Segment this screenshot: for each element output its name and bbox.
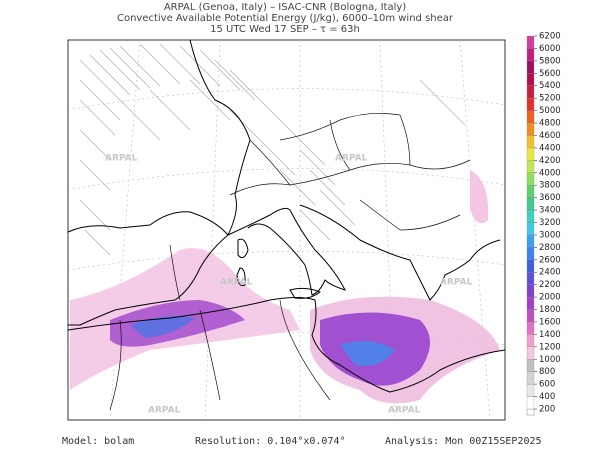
colorbar-swatch: [526, 334, 535, 347]
colorbar-label: 4800: [539, 119, 561, 129]
colorbar-swatch: [526, 122, 535, 136]
colorbar-swatch: [526, 222, 535, 236]
colorbar-swatch: [526, 35, 535, 49]
colorbar-label: 600: [539, 380, 555, 390]
watermark: ARPAL: [335, 154, 368, 164]
colorbar-swatch: [526, 296, 535, 310]
colorbar-label: 4000: [539, 168, 561, 178]
footer-analysis: Analysis: Mon 00Z15SEP2025: [385, 436, 542, 447]
colorbar-swatch: [526, 135, 535, 149]
colorbar-label: 2600: [539, 255, 561, 265]
colorbar-label: 1000: [539, 355, 561, 365]
colorbar-swatch: [526, 209, 535, 223]
footer-resolution: Resolution: 0.104°x0.074°: [195, 436, 346, 447]
colorbar-label: 6000: [539, 44, 561, 54]
colorbar-swatch: [526, 383, 535, 397]
colorbar-label: 3800: [539, 181, 561, 191]
header-line: 15 UTC Wed 17 SEP – τ = 63h: [210, 24, 360, 35]
colorbar-label: 2200: [539, 280, 561, 290]
colorbar-swatch: [526, 172, 535, 186]
colorbar: 200 400 600 800 1000 1200 1400 1600 1800 2000 2200…: [526, 32, 561, 416]
watermark: ARPAL: [220, 278, 253, 288]
colorbar-label: 3600: [539, 193, 561, 203]
colorbar-swatch: [526, 48, 535, 62]
colorbar-swatch: [526, 396, 535, 410]
colorbar-label: 2800: [539, 243, 561, 253]
graticule: [67, 39, 506, 421]
colorbar-swatch: [526, 185, 535, 198]
colorbar-swatch: [526, 259, 535, 273]
colorbar-swatch: [526, 359, 535, 372]
map: ARPAL ARPAL ARPAL ARPAL ARPAL ARPAL: [67, 39, 506, 421]
colorbar-swatch: [526, 247, 535, 260]
colorbar-swatch: [526, 321, 535, 335]
colorbar-swatch: [526, 284, 535, 298]
watermark: ARPAL: [440, 278, 473, 288]
colorbar-label: 4400: [539, 143, 561, 153]
colorbar-swatch: [526, 160, 535, 173]
colorbar-label: 4200: [539, 156, 561, 166]
colorbar-label: 2400: [539, 268, 561, 278]
colorbar-label: 3000: [539, 230, 561, 240]
watermark: ARPAL: [388, 406, 421, 416]
colorbar-swatch: [526, 272, 535, 285]
colorbar-label: 200: [539, 405, 555, 415]
colorbar-swatch: [526, 147, 535, 161]
colorbar-swatch: [526, 371, 535, 385]
colorbar-swatch: [526, 110, 535, 124]
colorbar-swatch: [526, 234, 535, 248]
colorbar-label: 3200: [539, 218, 561, 228]
colorbar-label: 800: [539, 367, 555, 377]
colorbar-label: 2000: [539, 293, 561, 303]
colorbar-swatch: [526, 197, 535, 211]
colorbar-label: 5200: [539, 94, 561, 104]
colorbar-label: 1400: [539, 330, 561, 340]
header-line: Convective Available Potential Energy (J…: [117, 13, 454, 24]
coastlines: [67, 39, 506, 393]
colorbar-label: 1600: [539, 317, 561, 327]
colorbar-label: 1800: [539, 305, 561, 315]
colorbar-swatch: [526, 73, 535, 86]
footer-model: Model: bolam: [62, 436, 134, 447]
colorbar-swatch: [526, 60, 535, 74]
wind-barbs: [79, 43, 466, 256]
colorbar-label: 6200: [539, 32, 561, 42]
colorbar-label: 3400: [539, 206, 561, 216]
colorbar-label: 5400: [539, 81, 561, 91]
colorbar-label: 4600: [539, 131, 561, 141]
colorbar-label: 1200: [539, 342, 561, 352]
colorbar-swatch: [526, 98, 535, 111]
colorbar-label: 5800: [539, 56, 561, 66]
watermark: ARPAL: [105, 154, 138, 164]
colorbar-base: [526, 408, 535, 416]
colorbar-swatch: [526, 85, 535, 99]
colorbar-label: 400: [539, 392, 555, 402]
colorbar-swatch: [526, 309, 535, 323]
header-line: ARPAL (Genoa, Italy) – ISAC-CNR (Bologna…: [164, 2, 406, 13]
borders: [109, 113, 471, 411]
watermark: ARPAL: [148, 406, 181, 416]
colorbar-label: 5000: [539, 106, 561, 116]
colorbar-swatch: [526, 346, 535, 360]
colorbar-label: 5600: [539, 69, 561, 79]
